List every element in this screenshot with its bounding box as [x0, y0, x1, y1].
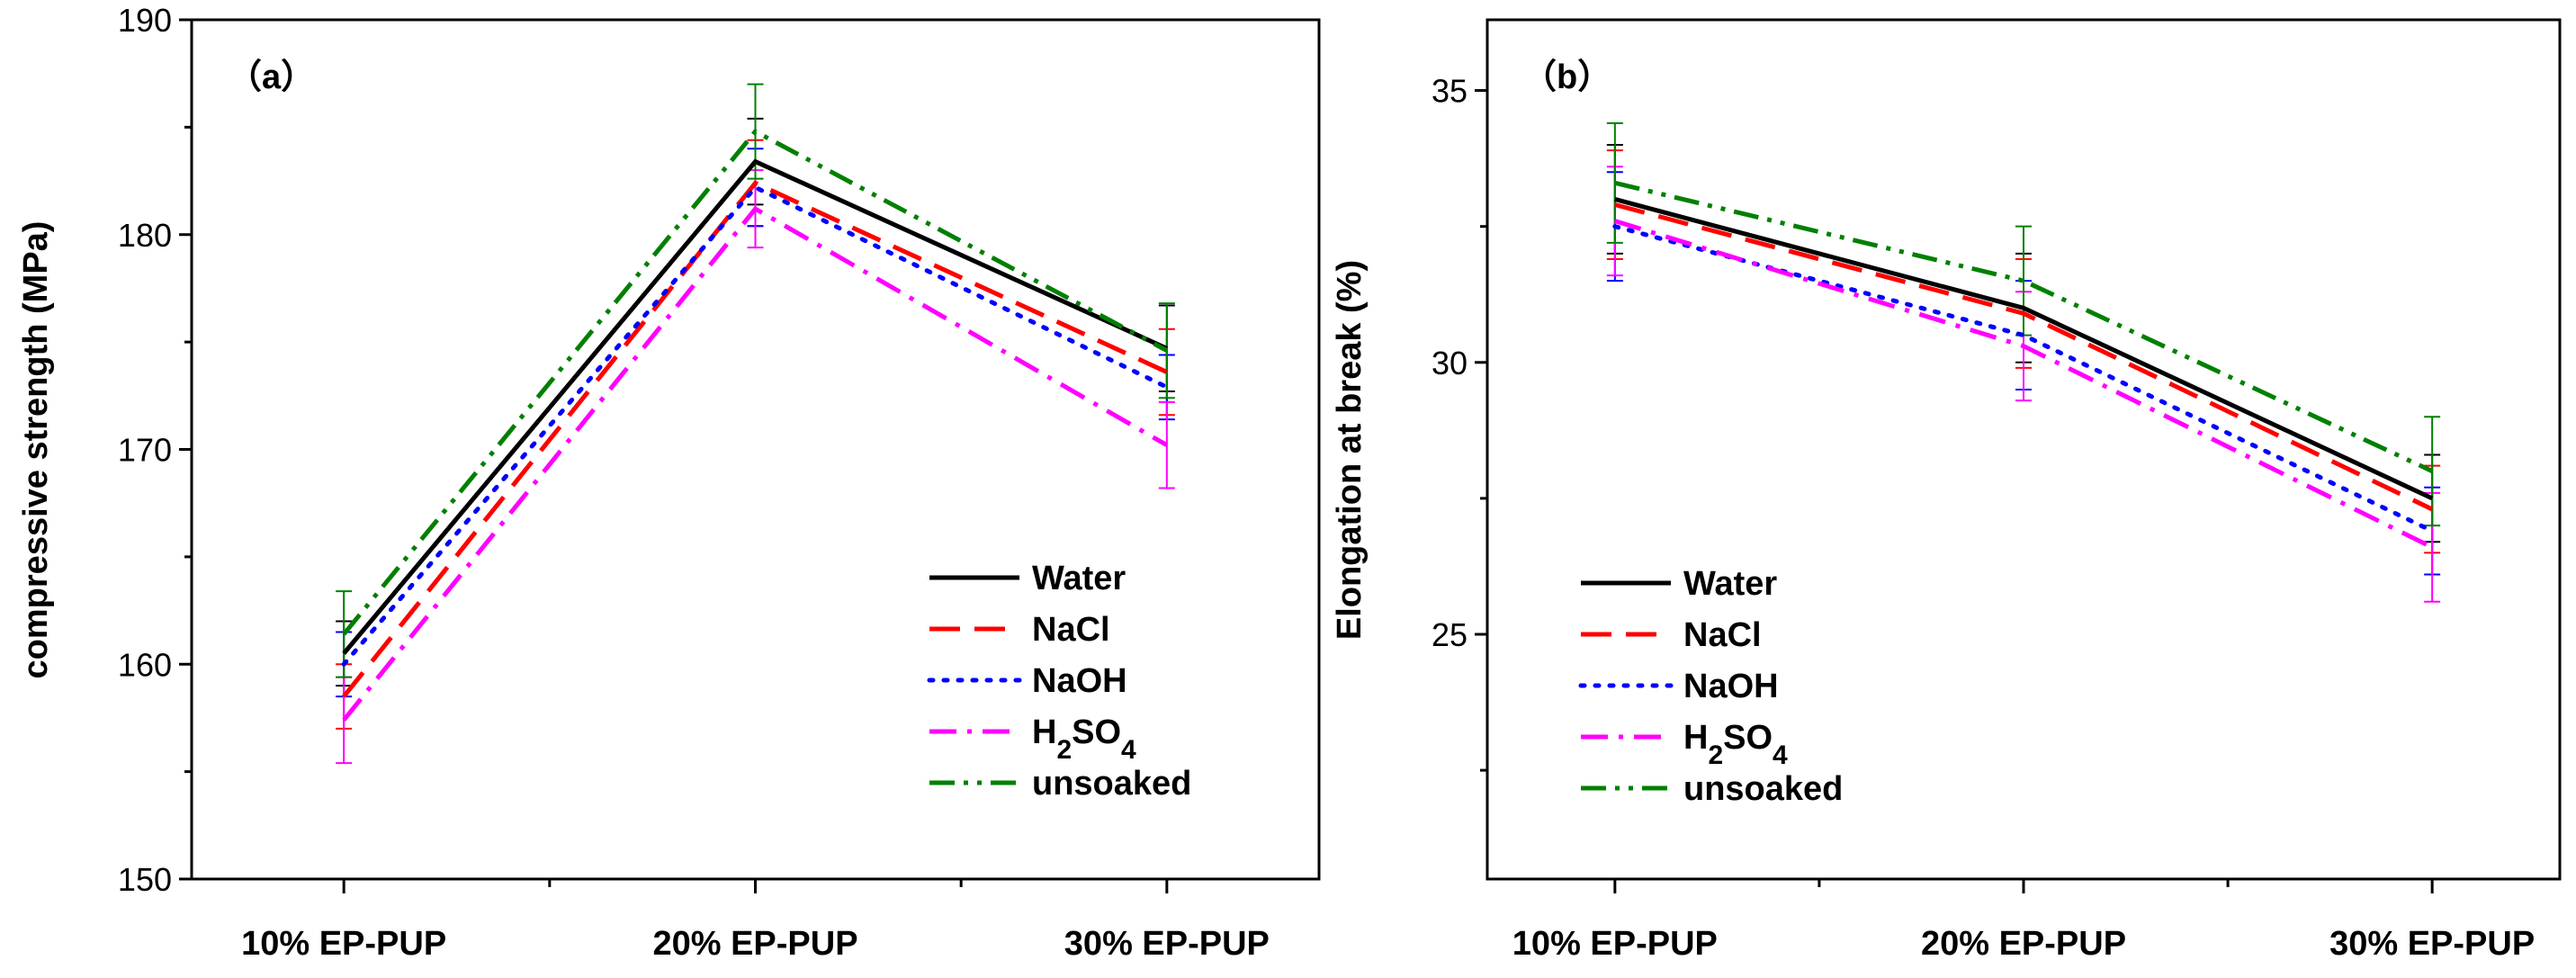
- y-tick-label: 190: [118, 2, 172, 39]
- y-tick-label: 30: [1432, 345, 1468, 381]
- y-tick-label: 180: [118, 217, 172, 254]
- legend-label-water: Water: [1032, 560, 1126, 597]
- legend-label-naoh: NaOH: [1683, 668, 1779, 705]
- series-line-water: [1614, 197, 2434, 501]
- series-line-nacl: [342, 180, 1168, 698]
- legend-label-h2so4: H2SO4: [1032, 713, 1136, 765]
- x-tick-label: 10% EP-PUP: [241, 925, 446, 963]
- y-tick-label: 170: [118, 432, 172, 469]
- series-line-naoh: [1612, 224, 2435, 534]
- series-line-h2so4: [342, 205, 1169, 722]
- legend-label-h2so4: H2SO4: [1683, 719, 1788, 770]
- legend-label-water: Water: [1683, 565, 1777, 603]
- series-line-water: [342, 158, 1168, 655]
- x-tick-label: 30% EP-PUP: [1064, 925, 1270, 963]
- chart-panel-a: 150 160 170 180 190 10% EP-PUP 20% EP-PUP 30% E…: [17, 2, 1321, 963]
- y-tick-label: 160: [118, 646, 172, 683]
- series-line-nacl: [1614, 202, 2434, 512]
- legend-label-unsoaked: unsoaked: [1032, 765, 1191, 803]
- legend-label-unsoaked: unsoaked: [1683, 770, 1843, 808]
- plot-frame: [1485, 18, 2562, 881]
- legend-label-naoh: NaOH: [1032, 662, 1127, 700]
- series-line-naoh: [341, 184, 1170, 667]
- x-tick-label: 10% EP-PUP: [1512, 925, 1718, 963]
- y-tick-label: 150: [118, 861, 172, 898]
- x-tick-label: 20% EP-PUP: [652, 925, 857, 963]
- legend-label-nacl: NaCl: [1683, 616, 1762, 654]
- y-axis-label: compressive strength (MPa): [17, 221, 55, 679]
- y-tick-label: 35: [1432, 73, 1468, 110]
- panel-label: （b）: [1522, 58, 1611, 96]
- x-tick-label: 20% EP-PUP: [1921, 925, 2126, 963]
- series-line-unsoaked: [342, 128, 1169, 636]
- x-tick-label: 30% EP-PUP: [2329, 925, 2535, 963]
- panel-label: （a）: [228, 58, 315, 96]
- y-tick-label: 25: [1432, 616, 1468, 653]
- series-line-h2so4: [1614, 219, 2434, 550]
- legend-label-nacl: NaCl: [1032, 611, 1110, 649]
- chart-panel-b: 25 30 35 10% EP-PUP 20% EP-PUP 30% EP-PUP Elon…: [1331, 18, 2562, 963]
- y-axis-label: Elongation at break (%): [1331, 260, 1369, 640]
- series-line-unsoaked: [1614, 180, 2434, 473]
